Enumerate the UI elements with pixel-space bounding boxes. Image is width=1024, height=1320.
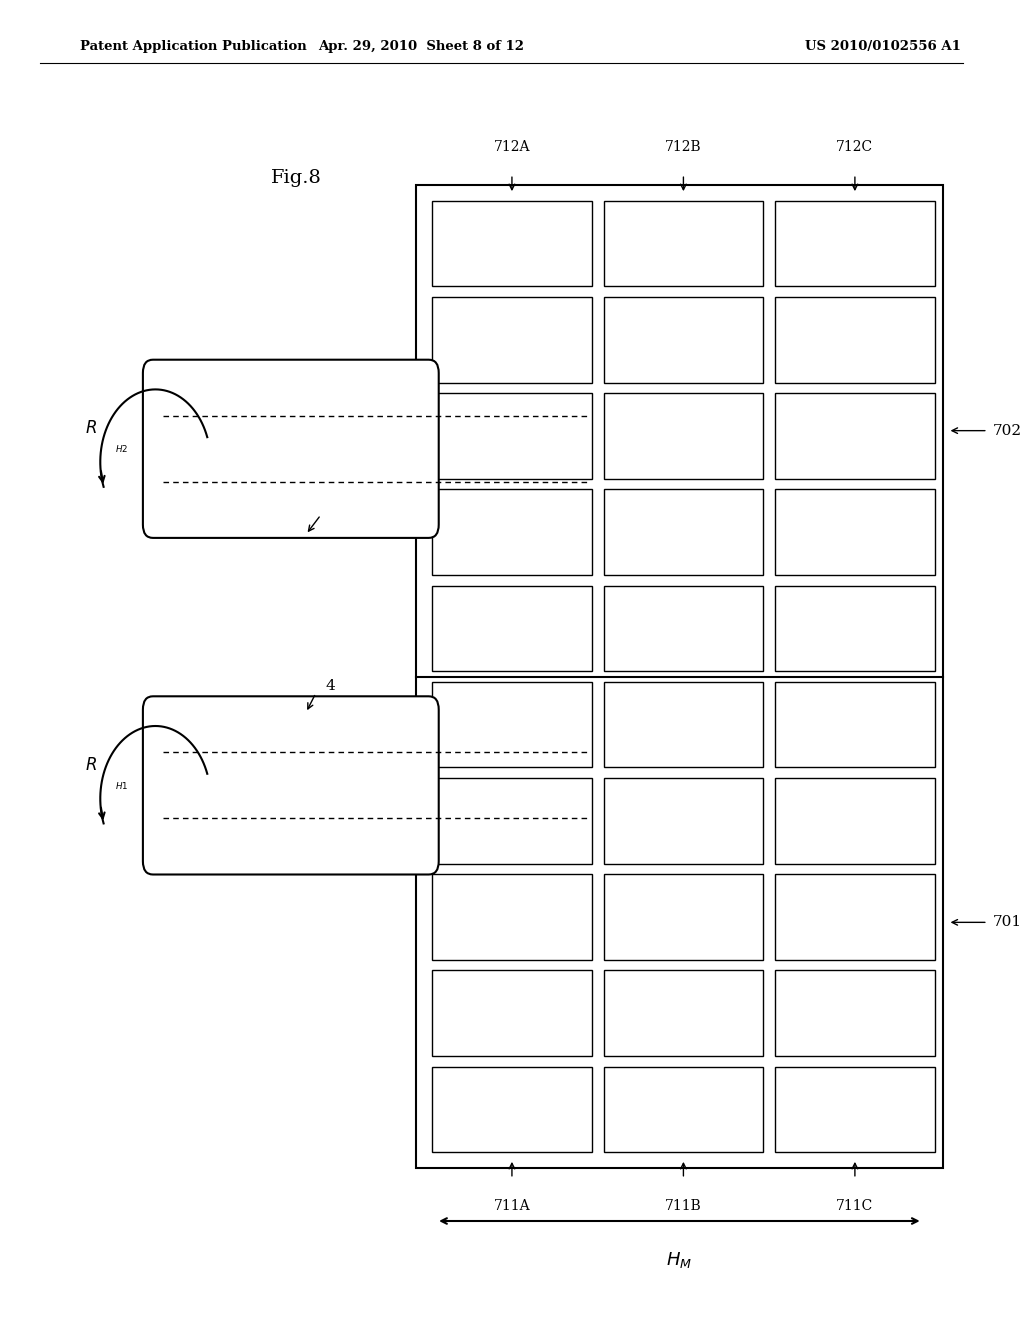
Bar (604, 682, 763, 767)
Bar (432, 970, 592, 1056)
Bar (432, 682, 592, 767)
Bar (775, 490, 935, 576)
Bar (432, 586, 592, 671)
Text: 712A: 712A (494, 140, 530, 154)
Bar (432, 1067, 592, 1152)
Text: 4: 4 (331, 495, 341, 508)
FancyBboxPatch shape (143, 359, 438, 539)
Text: $_{H1}$: $_{H1}$ (116, 779, 129, 792)
Text: 701: 701 (993, 915, 1022, 929)
Bar (775, 393, 935, 479)
Text: $_{H2}$: $_{H2}$ (116, 442, 129, 455)
Text: $R$: $R$ (85, 758, 97, 774)
Bar (604, 201, 763, 286)
Bar (432, 297, 592, 383)
Bar (775, 970, 935, 1056)
Bar (604, 490, 763, 576)
Text: 711C: 711C (837, 1199, 873, 1213)
Text: 4: 4 (326, 680, 336, 693)
Text: 711A: 711A (494, 1199, 530, 1213)
Bar (604, 393, 763, 479)
Bar (432, 874, 592, 960)
Bar (775, 1067, 935, 1152)
Text: 702: 702 (993, 424, 1022, 438)
Bar (775, 874, 935, 960)
Bar (432, 777, 592, 863)
Bar (604, 970, 763, 1056)
Bar (604, 1067, 763, 1152)
Bar (775, 682, 935, 767)
Text: $H_M$: $H_M$ (667, 1250, 692, 1270)
Text: 712B: 712B (666, 140, 701, 154)
Text: Apr. 29, 2010  Sheet 8 of 12: Apr. 29, 2010 Sheet 8 of 12 (318, 40, 524, 53)
Bar (416, 185, 943, 1168)
Bar (432, 393, 592, 479)
Text: $R$: $R$ (85, 421, 97, 437)
Bar (432, 201, 592, 286)
Bar (775, 777, 935, 863)
Text: 712C: 712C (837, 140, 873, 154)
FancyBboxPatch shape (143, 697, 438, 874)
Bar (604, 777, 763, 863)
Bar (432, 490, 592, 576)
Bar (775, 586, 935, 671)
Bar (775, 201, 935, 286)
Text: US 2010/0102556 A1: US 2010/0102556 A1 (805, 40, 961, 53)
Bar (604, 297, 763, 383)
Text: Fig.8: Fig.8 (270, 169, 322, 187)
Bar (604, 874, 763, 960)
Bar (775, 297, 935, 383)
Text: Patent Application Publication: Patent Application Publication (80, 40, 307, 53)
Text: 711B: 711B (665, 1199, 701, 1213)
Bar (604, 586, 763, 671)
